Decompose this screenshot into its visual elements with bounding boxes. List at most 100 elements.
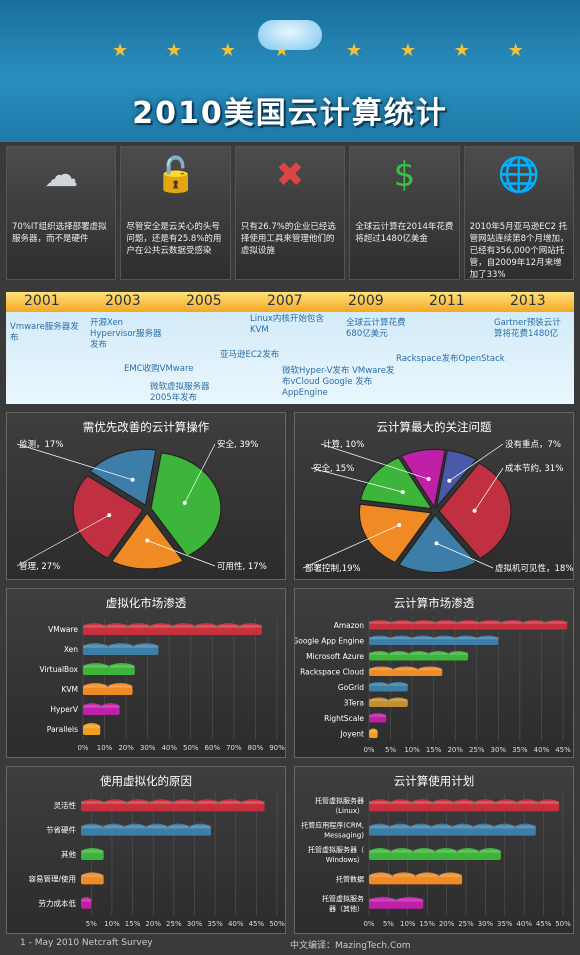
- category-label: 劳力成本低: [39, 898, 77, 908]
- category-label: HyperV: [50, 705, 79, 714]
- bar-cloud-bump: [126, 799, 150, 809]
- category-label: 托管虚拟服务器（ Windows）: [308, 845, 364, 864]
- pie-leader-line: [184, 443, 216, 504]
- pie-slice: [400, 448, 446, 509]
- x-tick-label: 25%: [166, 920, 182, 928]
- x-tick-label: 35%: [497, 920, 513, 928]
- x-tick-label: 50%: [555, 920, 571, 928]
- stat-text: 70%IT组织选择部署虚拟服务器，而不是硬件: [12, 222, 107, 244]
- stat-card: ✖ 只有26.7%的企业已经选择使用工具来管理他们的虚拟设施: [234, 146, 346, 280]
- bar-cloud-bump: [431, 823, 453, 834]
- pie-leader-line: [436, 543, 494, 569]
- bar-title-reasons: 使用虚拟化的原因: [100, 774, 192, 788]
- x-tick-label: 40%: [534, 746, 550, 754]
- category-label: Rackspace Cloud: [300, 667, 364, 676]
- bar-cloud-bump: [501, 619, 524, 628]
- x-tick-label: 20%: [439, 920, 455, 928]
- bar-cloud-bump: [167, 823, 190, 834]
- x-tick-label: 35%: [207, 920, 223, 928]
- header-banner: ★ ★ ★ ★ ★ ★ ★ ★ 2010美国云计算统计: [0, 0, 580, 142]
- timeline-year: 2007: [267, 293, 303, 309]
- bar-title-virtualization: 虚拟化市场渗透: [105, 596, 187, 610]
- pie-label-dot: [107, 513, 112, 518]
- category-label: Google App Engine: [295, 636, 364, 645]
- pie-leader-line: [302, 524, 400, 569]
- bar-chart-cloud-market: 0% 5% 10% 15% 20% 25% 30% 35% 40% 45% Amazon Google…: [295, 617, 571, 754]
- pie-slice-label: 安全, 39%: [217, 439, 258, 450]
- bar-cloud-bump: [453, 799, 475, 809]
- bar-cloud-bump: [396, 896, 424, 907]
- bar-highlight: [369, 698, 408, 702]
- bar-cloud-bump: [81, 896, 92, 907]
- bar-cloud-bump: [369, 681, 389, 690]
- bar-cloud-bump: [83, 703, 102, 713]
- cloud-icon: ☁: [44, 155, 79, 195]
- bar-cloud-bump: [412, 635, 434, 644]
- stat-card: ☁ 70%IT组织选择部署虚拟服务器，而不是硬件: [6, 146, 117, 280]
- pie-slice-label: 计算, 10%: [323, 439, 364, 450]
- bar-cloud-bump: [369, 635, 391, 644]
- lock-icon: 🔓: [154, 155, 197, 195]
- bar-cloud-bump: [392, 872, 416, 882]
- x-tick-label: 40%: [228, 920, 244, 928]
- bar-cloud-bump: [545, 619, 568, 628]
- bar-cloud-bump: [369, 712, 387, 721]
- bar-cloud-bump: [457, 619, 480, 628]
- bar-cloud-bump: [189, 823, 211, 834]
- timeline-year: 2011: [429, 293, 465, 309]
- stat-text: 全球云计算在2014年花费将超过1480亿美金: [355, 222, 454, 244]
- x-tick-label: 10%: [404, 746, 420, 754]
- category-label: 托管数据: [336, 874, 364, 883]
- tools-icon: ✖: [275, 155, 305, 195]
- bar-cloud-bump: [415, 872, 439, 882]
- x-tick-label: 40%: [161, 744, 177, 752]
- bar-cloud-bump: [388, 650, 409, 659]
- bar-cloud-bump: [435, 619, 458, 628]
- bar-cloud-bump: [83, 683, 108, 693]
- x-tick-label: 0%: [77, 744, 88, 752]
- bar-cloud-bump: [101, 703, 120, 713]
- bar-highlight: [369, 714, 387, 717]
- bar-cloud-bump: [369, 650, 389, 659]
- bar-cloud-bump: [369, 823, 390, 834]
- category-label: Amazon: [334, 621, 365, 630]
- pie-slice: [359, 456, 433, 510]
- bar-cloud-bump: [149, 799, 173, 809]
- timeline-year: 2005: [186, 293, 222, 309]
- timeline-event: Rackspace发布OpenStack: [396, 354, 505, 364]
- x-tick-label: 30%: [478, 920, 494, 928]
- timeline-year: 2013: [510, 293, 546, 309]
- stat-card: 🌐 2010年5月亚马逊EC2 托管网站连续第8个月增加，已经有356,000个网…: [463, 146, 575, 280]
- bar-chart-plans: 0% 5% 10% 15% 20% 25% 30% 35% 40% 45% 50% 托管虚拟服务器（L…: [301, 793, 571, 928]
- category-label: Microsoft Azure: [306, 652, 364, 661]
- bar-cloud-bump: [516, 799, 538, 809]
- stars-right: ★ ★ ★ ★: [346, 40, 540, 61]
- timeline-year: 2003: [105, 293, 141, 309]
- bar-cloud-bump: [369, 896, 397, 907]
- bar-cloud-bump: [410, 823, 432, 834]
- bar-cloud-bump: [81, 823, 103, 834]
- bar-cloud-bump: [107, 683, 133, 693]
- category-label: 灵活性: [54, 800, 77, 810]
- bar-panel-virtualization: 虚拟化市场渗透 0% 10% 20% 30% 40% 50% 60% 70% 80% 90% VMw…: [6, 588, 286, 758]
- stat-text: 2010年5月亚马逊EC2 托管网站连续第8个月增加，已经有356,000个网站…: [469, 222, 569, 280]
- bar-cloud-bump: [83, 723, 101, 733]
- bar-cloud-bump: [390, 799, 412, 809]
- bar-cloud-bump: [218, 799, 242, 809]
- x-tick-label: 20%: [118, 744, 134, 752]
- bar-cloud-bump: [83, 643, 109, 653]
- bar-cloud-bump: [479, 619, 502, 628]
- bar-highlight: [369, 898, 424, 902]
- pie-leader-line: [310, 467, 403, 493]
- bar-cloud-bump: [494, 823, 515, 834]
- bar-cloud-bump: [369, 697, 389, 706]
- category-label: VMware: [48, 625, 78, 634]
- bar-cloud-bump: [433, 635, 456, 644]
- pie-panel-operations: 需优先改善的云计算操作 安全, 39% 可用性, 17% 管理, 27% 监测，17%: [6, 412, 286, 580]
- bar-cloud-bump: [495, 799, 517, 809]
- bar-highlight: [369, 801, 560, 804]
- category-label: 托管虚拟服务器（Linux）: [315, 796, 364, 815]
- bar-cloud-bump: [145, 823, 168, 834]
- stat-text: 只有26.7%的企业已经选择使用工具来管理他们的虚拟设施: [240, 222, 336, 256]
- pie-title-concerns: 云计算最大的关注问题: [376, 420, 492, 434]
